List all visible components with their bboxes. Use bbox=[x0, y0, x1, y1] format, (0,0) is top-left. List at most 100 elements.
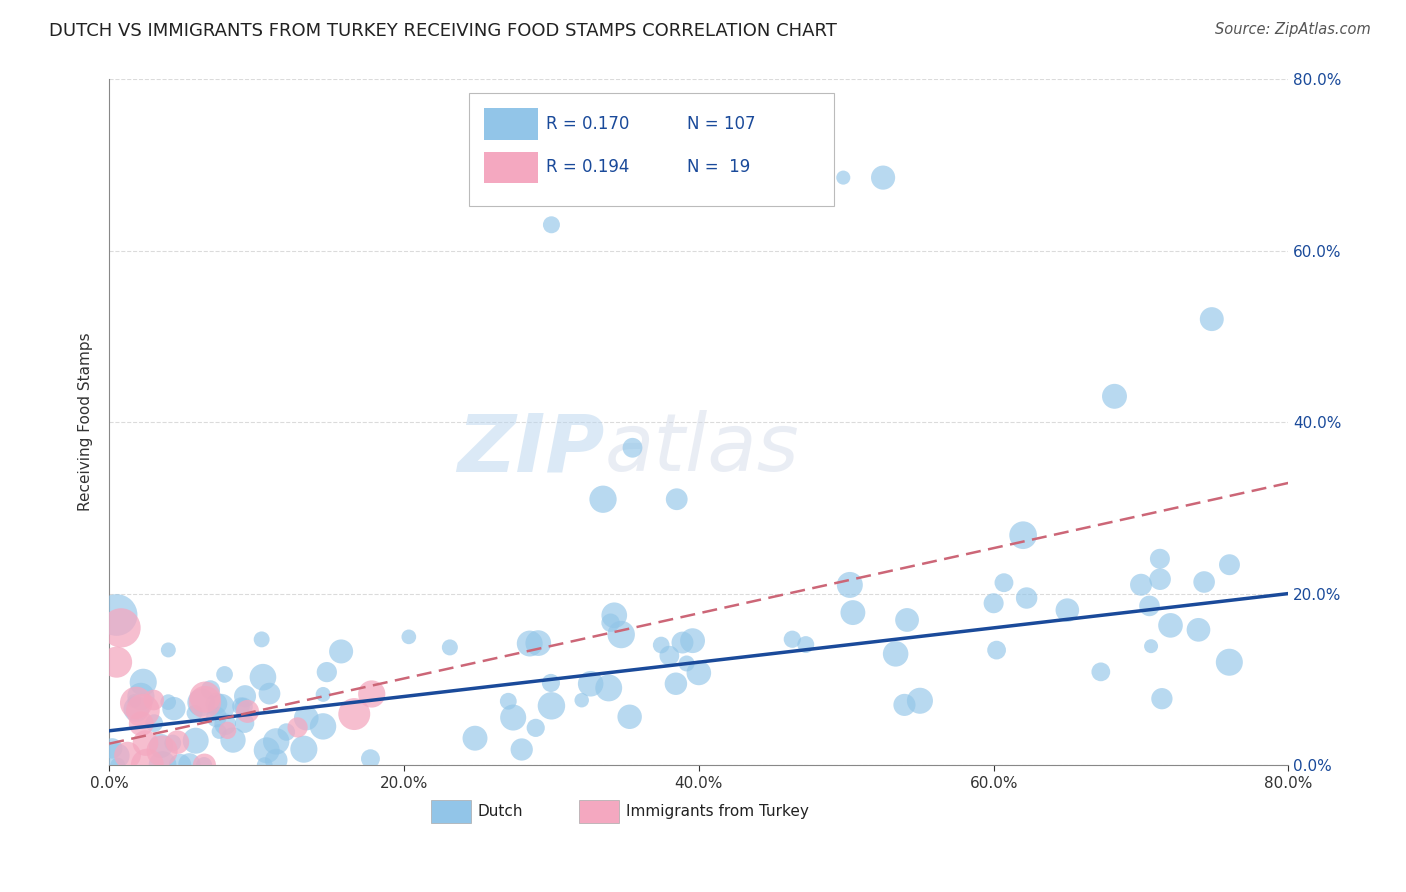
Point bbox=[124, 694, 146, 708]
Point bbox=[1187, 623, 1209, 637]
Point bbox=[166, 735, 188, 749]
Point bbox=[884, 647, 907, 661]
Point bbox=[610, 627, 633, 641]
Point bbox=[222, 733, 245, 747]
Point bbox=[1150, 691, 1173, 706]
Point bbox=[259, 687, 281, 701]
Point bbox=[194, 695, 217, 709]
Point bbox=[993, 575, 1015, 590]
Point bbox=[194, 690, 217, 704]
Point bbox=[169, 758, 191, 772]
Point bbox=[134, 736, 156, 750]
Point bbox=[842, 606, 865, 620]
Point bbox=[1056, 603, 1078, 617]
Point bbox=[287, 720, 309, 734]
Point bbox=[579, 677, 602, 691]
Point bbox=[292, 742, 315, 756]
Point bbox=[253, 758, 276, 772]
Text: Source: ZipAtlas.com: Source: ZipAtlas.com bbox=[1215, 22, 1371, 37]
Point bbox=[232, 699, 254, 714]
Point bbox=[256, 743, 278, 757]
Point bbox=[1218, 558, 1240, 572]
Point bbox=[315, 665, 337, 679]
Text: atlas: atlas bbox=[605, 410, 799, 489]
Point bbox=[519, 636, 541, 650]
Point bbox=[193, 758, 215, 772]
Point bbox=[1201, 312, 1223, 326]
Point bbox=[107, 758, 129, 772]
Point bbox=[343, 707, 366, 722]
Text: R = 0.170: R = 0.170 bbox=[546, 114, 628, 133]
Point bbox=[1090, 665, 1112, 679]
Point bbox=[1149, 551, 1171, 566]
Text: ZIP: ZIP bbox=[457, 410, 605, 489]
Point bbox=[665, 677, 688, 691]
Point bbox=[214, 717, 236, 731]
Point bbox=[872, 170, 894, 185]
Point bbox=[838, 578, 860, 592]
Point bbox=[312, 719, 335, 733]
Point bbox=[1015, 591, 1038, 605]
Point bbox=[205, 710, 228, 724]
Point bbox=[592, 492, 614, 507]
Point bbox=[464, 731, 486, 746]
Point bbox=[143, 716, 166, 731]
Point bbox=[1012, 528, 1035, 542]
Point bbox=[603, 608, 626, 623]
Text: Dutch: Dutch bbox=[477, 804, 523, 819]
Point bbox=[132, 675, 155, 690]
Point bbox=[179, 757, 201, 772]
Point bbox=[132, 704, 155, 718]
Point bbox=[229, 699, 252, 714]
Point bbox=[1192, 574, 1215, 589]
Y-axis label: Receiving Food Stamps: Receiving Food Stamps bbox=[79, 333, 93, 511]
Point bbox=[671, 635, 693, 649]
Point bbox=[264, 753, 287, 767]
Point bbox=[510, 742, 533, 756]
Point bbox=[125, 702, 148, 716]
Point bbox=[1139, 599, 1161, 613]
Point bbox=[896, 613, 918, 627]
Point bbox=[439, 640, 461, 655]
Point bbox=[152, 758, 174, 772]
Point bbox=[129, 690, 152, 704]
Point bbox=[540, 698, 562, 713]
Point bbox=[190, 696, 212, 710]
Point bbox=[599, 615, 621, 630]
Point bbox=[571, 693, 593, 707]
Point bbox=[540, 676, 562, 690]
Point bbox=[398, 630, 420, 644]
Text: DUTCH VS IMMIGRANTS FROM TURKEY RECEIVING FOOD STAMPS CORRELATION CHART: DUTCH VS IMMIGRANTS FROM TURKEY RECEIVIN… bbox=[49, 22, 837, 40]
Text: N = 107: N = 107 bbox=[688, 114, 755, 133]
Point bbox=[200, 682, 222, 697]
Point bbox=[264, 734, 287, 748]
Point bbox=[105, 655, 128, 669]
Text: N =  19: N = 19 bbox=[688, 159, 751, 177]
FancyBboxPatch shape bbox=[432, 800, 471, 823]
Point bbox=[184, 733, 207, 747]
Point bbox=[205, 697, 228, 711]
Point bbox=[986, 643, 1008, 657]
Point bbox=[250, 632, 273, 647]
FancyBboxPatch shape bbox=[484, 109, 538, 140]
Point bbox=[621, 441, 644, 455]
Point bbox=[312, 688, 335, 702]
Point bbox=[142, 693, 165, 707]
Text: Immigrants from Turkey: Immigrants from Turkey bbox=[626, 804, 808, 819]
Point bbox=[1104, 389, 1126, 403]
Point bbox=[540, 218, 562, 232]
Point bbox=[983, 596, 1005, 610]
Point bbox=[359, 752, 381, 766]
Point bbox=[1160, 618, 1182, 632]
Point bbox=[150, 744, 173, 758]
Point bbox=[125, 696, 148, 710]
Point bbox=[1130, 578, 1153, 592]
Point bbox=[782, 632, 804, 647]
Point bbox=[233, 689, 256, 703]
FancyBboxPatch shape bbox=[468, 93, 834, 206]
Point bbox=[619, 710, 641, 724]
Point bbox=[794, 638, 817, 652]
Point bbox=[360, 687, 382, 701]
Point bbox=[110, 621, 132, 635]
Point bbox=[105, 748, 128, 763]
